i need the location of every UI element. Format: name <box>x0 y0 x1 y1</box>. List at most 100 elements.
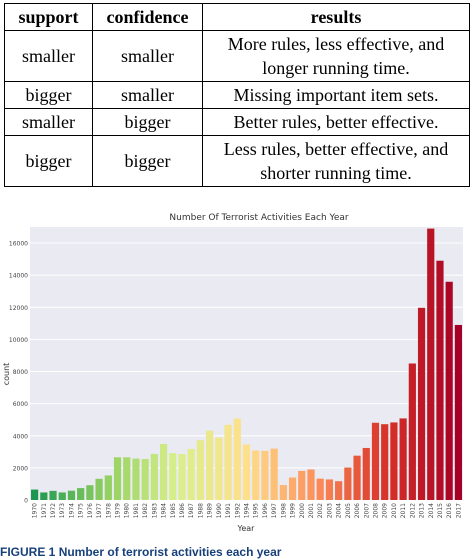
cell-confidence: smaller <box>92 30 203 82</box>
table-header-row: support confidence results <box>4 3 470 31</box>
bar-1999 <box>288 477 297 500</box>
x-tick-label: 1981 <box>133 503 140 518</box>
bar-1980 <box>123 457 131 500</box>
x-tick-label: 2013 <box>419 503 426 518</box>
y-tick-label: 2000 <box>13 465 28 472</box>
x-tick-label: 1992 <box>234 503 241 518</box>
bar-2001 <box>307 469 315 500</box>
bar-1981 <box>132 458 140 500</box>
bar-1982 <box>141 459 149 500</box>
x-tick-label: 1995 <box>253 503 260 518</box>
x-tick-label: 1994 <box>244 503 251 518</box>
x-tick-label: 1990 <box>216 503 223 518</box>
x-tick-label: 1980 <box>124 503 131 518</box>
x-tick-label: 1982 <box>142 503 149 518</box>
caption-prefix: FIGURE 1 <box>0 546 56 559</box>
x-tick-label: 1975 <box>78 503 85 518</box>
bar-1991 <box>224 424 232 500</box>
table-row: bigger smaller Missing important item se… <box>4 81 470 109</box>
x-tick-label: 1971 <box>41 503 48 518</box>
cell-results: Missing important item sets. <box>202 81 470 109</box>
y-tick-label: 16000 <box>9 241 28 248</box>
x-tick-label: 2012 <box>409 503 416 518</box>
bar-1985 <box>169 453 177 500</box>
x-tick-label: 1996 <box>262 503 269 518</box>
cell-support: smaller <box>4 108 93 136</box>
bar-2004 <box>335 481 343 500</box>
x-tick-label: 1987 <box>188 503 195 518</box>
x-tick-label: 2016 <box>446 503 453 518</box>
bar-2010 <box>390 422 398 500</box>
bar-1996 <box>261 450 269 500</box>
bar-1983 <box>150 453 158 500</box>
x-tick-label: 2015 <box>437 503 444 518</box>
bar-1989 <box>206 430 214 500</box>
bar-2005 <box>344 467 352 500</box>
x-tick-label: 1978 <box>105 503 112 518</box>
x-tick-label: 1999 <box>290 503 297 518</box>
x-tick-label: 2011 <box>400 503 407 518</box>
header-confidence: confidence <box>92 3 203 31</box>
x-tick-label: 1979 <box>115 503 122 518</box>
y-tick-labels: 0 2000 4000 6000 8000 10000 12000 14000 16000 <box>9 241 28 505</box>
header-support: support <box>4 3 93 31</box>
bar-1973 <box>58 492 66 500</box>
bar-2013 <box>417 307 426 500</box>
y-tick-label: 6000 <box>13 401 28 408</box>
bar-1984 <box>159 443 168 500</box>
x-tick-label: 1973 <box>59 503 66 518</box>
y-tick-label: 4000 <box>13 433 28 440</box>
x-tick-label: 1989 <box>207 503 214 518</box>
figure-caption: FIGURE 1 Number of terrorist activities … <box>0 546 474 559</box>
y-tick-label: 0 <box>24 498 28 505</box>
bar-2008 <box>371 422 380 500</box>
bar-2003 <box>325 479 334 500</box>
bar-1998 <box>279 485 287 500</box>
header-results: results <box>202 3 470 31</box>
x-tick-label: 1970 <box>32 503 39 518</box>
cell-results: More rules, less effective, and longer r… <box>202 30 470 82</box>
bars <box>31 228 462 501</box>
table-row: smaller bigger Better rules, better effe… <box>4 108 470 136</box>
y-tick-label: 14000 <box>9 273 28 280</box>
bar-2017 <box>454 324 462 500</box>
bar-2014 <box>427 228 435 501</box>
cell-confidence: bigger <box>92 135 203 187</box>
table-row: smaller smaller More rules, less effecti… <box>4 30 470 82</box>
terrorist-activities-bar-chart: Number Of Terrorist Activities Each Year… <box>2 213 463 533</box>
y-tick-label: 12000 <box>9 305 28 312</box>
bar-2002 <box>316 478 324 500</box>
x-tick-label: 1986 <box>179 503 186 518</box>
bar-2011 <box>399 418 407 500</box>
bar-1970 <box>31 489 39 500</box>
bar-2012 <box>408 363 416 500</box>
parameter-effects-table: support confidence results smaller small… <box>4 3 470 187</box>
bar-1974 <box>67 490 76 500</box>
x-tick-label: 1998 <box>280 503 287 518</box>
x-tick-label: 1997 <box>271 503 278 518</box>
bar-1988 <box>196 440 205 500</box>
cell-confidence: smaller <box>92 81 203 109</box>
bar-1971 <box>40 492 48 500</box>
y-axis-label: count <box>2 363 11 386</box>
x-tick-label: 1984 <box>161 503 168 518</box>
x-tick-label: 1988 <box>197 503 204 518</box>
bar-2016 <box>445 281 453 500</box>
cell-results: Better rules, better effective. <box>202 108 470 136</box>
bar-2000 <box>298 470 306 500</box>
x-tick-label: 2001 <box>308 503 315 518</box>
bar-1995 <box>252 450 260 500</box>
bar-1990 <box>215 437 223 500</box>
x-tick-labels: 1970 1971 1972 1973 1974 1975 1976 1977 1978 1979… <box>32 503 463 518</box>
x-tick-label: 1991 <box>225 503 232 518</box>
x-axis-label: Year <box>237 524 256 533</box>
x-tick-label: 2005 <box>345 503 352 518</box>
cell-support: bigger <box>4 135 93 187</box>
bar-2007 <box>362 447 370 500</box>
x-tick-label: 1983 <box>151 503 158 518</box>
x-tick-label: 2014 <box>428 503 435 518</box>
bar-1987 <box>187 448 195 500</box>
bar-1978 <box>104 475 112 500</box>
bar-1976 <box>86 485 94 500</box>
x-tick-label: 1974 <box>68 503 75 518</box>
